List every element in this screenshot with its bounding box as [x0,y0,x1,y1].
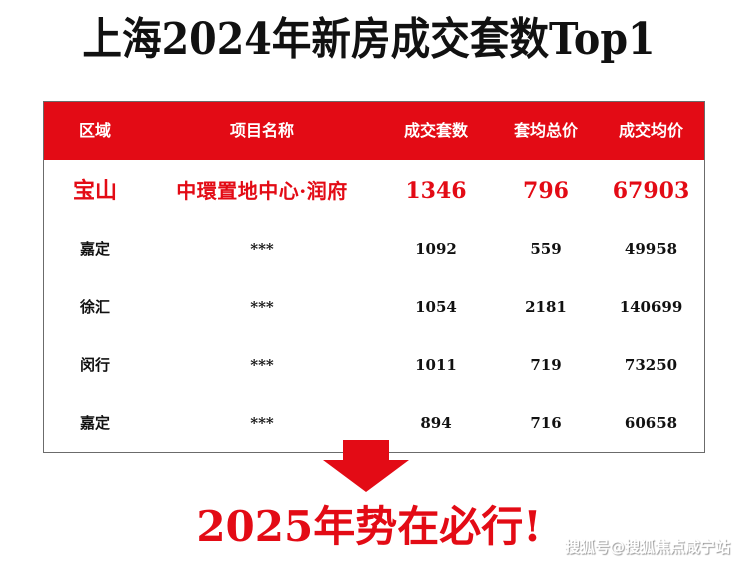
table-row: 嘉定 *** 1092 559 49958 [44,220,704,278]
row-area: 嘉定 [79,414,110,432]
source-watermark: 搜狐号@搜狐焦点咸宁站 [564,538,730,556]
row-area: 闵行 [79,356,110,374]
row-project: *** [250,298,274,316]
row-avg-total: 559 [530,240,562,258]
row-units: 1092 [415,240,457,258]
table-header: 区域 项目名称 成交套数 套均总价 成交均价 [44,102,704,160]
slogan: 2025年势在必行! [196,502,542,551]
row-avg-total: 719 [530,356,562,374]
table-row: 宝山 中環置地中心·润府 1346 796 67903 [44,162,704,220]
ranking-table: 区域 项目名称 成交套数 套均总价 成交均价 宝山 中環置地中心·润府 1346… [43,101,705,453]
row-project: 中環置地中心·润府 [176,179,348,203]
row-area: 嘉定 [79,240,110,258]
row-units: 1011 [415,356,457,374]
row-project: *** [250,356,274,374]
row-avg-total: 796 [523,178,569,204]
down-arrow-icon [323,440,409,492]
row-avg-total: 716 [530,414,562,432]
row-avg-price: 73250 [624,356,678,374]
page-title: 上海2024年新房成交套数Top1 [82,14,656,65]
table-row: 嘉定 *** 894 716 60658 [44,394,704,452]
header-project: 项目名称 [229,121,294,140]
header-area: 区域 [78,121,111,140]
row-area: 徐汇 [79,298,110,316]
row-area: 宝山 [72,178,117,204]
table-row: 徐汇 *** 1054 2181 140699 [44,278,704,336]
row-avg-price: 140699 [619,298,683,316]
row-project: *** [250,240,274,258]
row-units: 1346 [405,178,467,204]
row-avg-price: 49958 [624,240,678,258]
row-project: *** [250,414,274,432]
row-avg-price: 60658 [624,414,678,432]
header-avg-total: 套均总价 [513,121,578,140]
table-row: 闵行 *** 1011 719 73250 [44,336,704,394]
row-avg-total: 2181 [525,298,567,316]
header-units: 成交套数 [403,121,468,140]
header-avg-price: 成交均价 [618,121,683,140]
row-units: 1054 [415,298,457,316]
row-avg-price: 67903 [612,178,690,204]
row-units: 894 [420,414,452,432]
